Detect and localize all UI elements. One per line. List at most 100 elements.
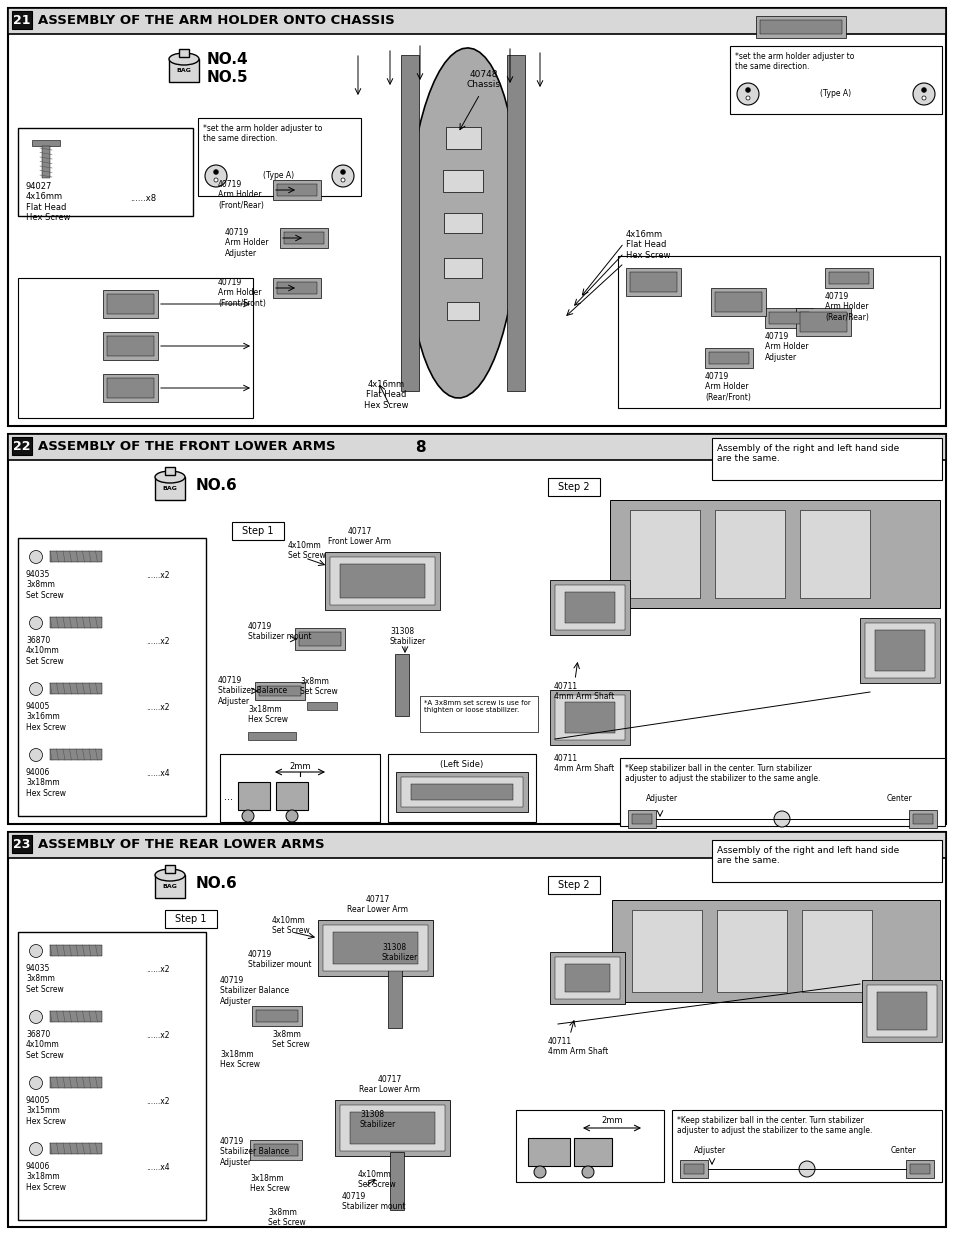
Bar xyxy=(50,1144,102,1153)
Bar xyxy=(443,212,481,233)
Bar xyxy=(717,910,786,992)
Circle shape xyxy=(30,683,43,695)
Bar xyxy=(253,1144,297,1156)
Bar xyxy=(516,1110,663,1182)
Bar xyxy=(443,258,481,278)
Bar xyxy=(333,932,417,965)
Bar xyxy=(859,618,939,683)
Bar xyxy=(107,336,153,356)
Text: (Type A): (Type A) xyxy=(263,172,294,180)
Bar xyxy=(828,272,868,284)
Bar xyxy=(419,697,537,732)
Bar xyxy=(388,969,401,1028)
Bar xyxy=(325,552,439,610)
Bar xyxy=(284,232,324,245)
Text: NO.4: NO.4 xyxy=(207,52,249,67)
Bar xyxy=(198,119,360,196)
Bar xyxy=(908,810,936,827)
Circle shape xyxy=(30,551,43,563)
Text: (Left Side): (Left Side) xyxy=(440,760,483,769)
Bar xyxy=(801,910,871,992)
Bar xyxy=(683,1165,703,1174)
Bar xyxy=(107,378,153,398)
Bar xyxy=(50,551,102,562)
Bar xyxy=(8,7,945,35)
Bar xyxy=(388,755,536,823)
Text: Center: Center xyxy=(890,1146,916,1155)
Text: 40719
Arm Holder
Adjuster: 40719 Arm Holder Adjuster xyxy=(764,332,807,362)
Bar xyxy=(18,278,253,417)
Bar xyxy=(107,294,153,314)
Bar xyxy=(237,782,270,810)
Text: (Type A): (Type A) xyxy=(820,89,851,99)
Bar xyxy=(631,910,701,992)
Bar xyxy=(18,128,193,216)
Circle shape xyxy=(30,1077,43,1089)
Circle shape xyxy=(30,1142,43,1156)
Bar xyxy=(564,965,609,992)
Bar xyxy=(12,11,32,28)
Bar xyxy=(795,308,850,336)
Text: 40719
Arm Holder
(Front/Rear): 40719 Arm Holder (Front/Rear) xyxy=(218,180,264,210)
Circle shape xyxy=(30,1010,43,1024)
Text: Assembly of the right and left hand side
are the same.: Assembly of the right and left hand side… xyxy=(717,846,899,866)
Bar xyxy=(169,59,199,82)
Text: 3x8mm
Set Screw: 3x8mm Set Screw xyxy=(268,1208,305,1228)
Text: 3x8mm
Set Screw: 3x8mm Set Screw xyxy=(272,1030,310,1050)
Text: 40717
Rear Lower Arm: 40717 Rear Lower Arm xyxy=(359,1074,420,1094)
Bar xyxy=(708,352,748,364)
Bar xyxy=(609,500,939,608)
Bar xyxy=(711,438,941,480)
Bar xyxy=(506,56,524,391)
Circle shape xyxy=(340,178,345,182)
Text: 40719
Stabilizer Balance
Adjuster: 40719 Stabilizer Balance Adjuster xyxy=(220,1137,289,1167)
Bar xyxy=(714,510,784,598)
Text: Step 1: Step 1 xyxy=(242,526,274,536)
Bar xyxy=(800,510,869,598)
Bar xyxy=(273,278,320,298)
Text: 3x18mm
Hex Screw: 3x18mm Hex Screw xyxy=(248,705,288,724)
Text: ......x2: ......x2 xyxy=(147,637,170,646)
Text: 94005
3x16mm
Hex Screw: 94005 3x16mm Hex Screw xyxy=(26,701,66,732)
Bar xyxy=(395,655,409,716)
Bar xyxy=(555,957,619,999)
Text: ......x8: ......x8 xyxy=(130,194,156,203)
Bar xyxy=(905,1160,933,1178)
Bar xyxy=(254,682,305,700)
Bar xyxy=(876,992,926,1030)
Bar xyxy=(631,814,651,824)
Bar xyxy=(547,478,599,496)
Bar xyxy=(50,683,102,694)
Ellipse shape xyxy=(154,471,185,483)
Circle shape xyxy=(332,165,354,186)
Circle shape xyxy=(921,96,925,100)
Text: Adjuster: Adjuster xyxy=(693,1146,725,1155)
Text: ......x2: ......x2 xyxy=(147,1098,170,1107)
Text: ......x4: ......x4 xyxy=(146,1163,170,1172)
Bar xyxy=(550,952,624,1004)
Text: ......x2: ......x2 xyxy=(147,572,170,580)
Text: 4x16mm
Flat Head
Hex Screw: 4x16mm Flat Head Hex Screw xyxy=(363,380,408,410)
Circle shape xyxy=(30,945,43,957)
Bar xyxy=(629,272,677,291)
Bar xyxy=(350,1112,435,1144)
Bar xyxy=(446,127,480,149)
Bar xyxy=(32,140,60,146)
Text: 40719
Stabilizer mount: 40719 Stabilizer mount xyxy=(341,1192,405,1212)
Bar xyxy=(250,1140,302,1160)
Bar xyxy=(103,374,158,403)
Bar xyxy=(252,1007,302,1026)
Bar xyxy=(8,832,945,1228)
Text: NO.6: NO.6 xyxy=(195,478,237,494)
Text: 40719
Stabilizer mount: 40719 Stabilizer mount xyxy=(248,622,312,641)
Bar xyxy=(411,784,513,800)
Bar xyxy=(564,592,615,622)
Text: 94006
3x18mm
Hex Screw: 94006 3x18mm Hex Screw xyxy=(26,1162,66,1192)
Text: 36870
4x10mm
Set Screw: 36870 4x10mm Set Screw xyxy=(26,636,64,666)
Ellipse shape xyxy=(169,53,199,65)
Bar xyxy=(232,522,284,540)
Bar xyxy=(12,835,32,853)
Bar xyxy=(307,701,336,710)
Text: BAG: BAG xyxy=(162,883,177,888)
Bar xyxy=(179,49,189,57)
